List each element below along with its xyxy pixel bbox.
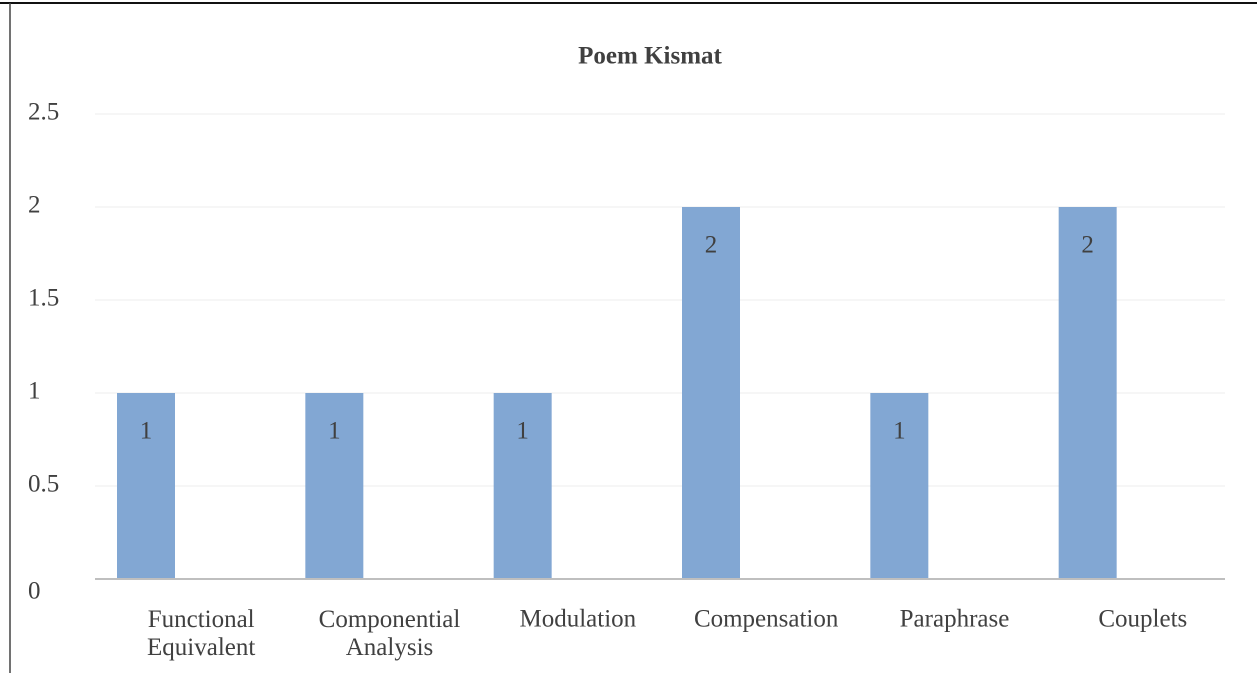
x-tick-label: Modulation bbox=[519, 606, 636, 633]
y-tick-label: 2.5 bbox=[28, 99, 59, 126]
bar bbox=[493, 393, 552, 579]
y-tick-label: 0 bbox=[28, 578, 41, 605]
x-tick-label: Compensation bbox=[694, 606, 839, 633]
data-label: 2 bbox=[1081, 232, 1094, 259]
data-label: 1 bbox=[328, 418, 341, 445]
x-tick-label: Paraphrase bbox=[900, 606, 1010, 633]
bar bbox=[870, 393, 929, 579]
x-tick-label: Functional Equivalent bbox=[147, 606, 255, 661]
bar bbox=[682, 207, 740, 579]
bar bbox=[117, 393, 175, 579]
bar bbox=[305, 393, 364, 579]
chart-title: Poem Kismat bbox=[578, 43, 722, 70]
bar bbox=[1058, 207, 1117, 579]
y-tick-label: 1 bbox=[28, 378, 41, 405]
data-label: 1 bbox=[140, 418, 153, 445]
x-tick-label: Componential Analysis bbox=[319, 606, 461, 661]
data-label: 1 bbox=[516, 418, 529, 445]
data-label: 1 bbox=[893, 418, 906, 445]
x-tick-label: Couplets bbox=[1098, 606, 1187, 633]
y-tick-label: 2 bbox=[28, 192, 41, 219]
y-tick-label: 0.5 bbox=[28, 471, 59, 498]
data-label: 2 bbox=[705, 232, 718, 259]
y-tick-label: 1.5 bbox=[28, 285, 59, 312]
